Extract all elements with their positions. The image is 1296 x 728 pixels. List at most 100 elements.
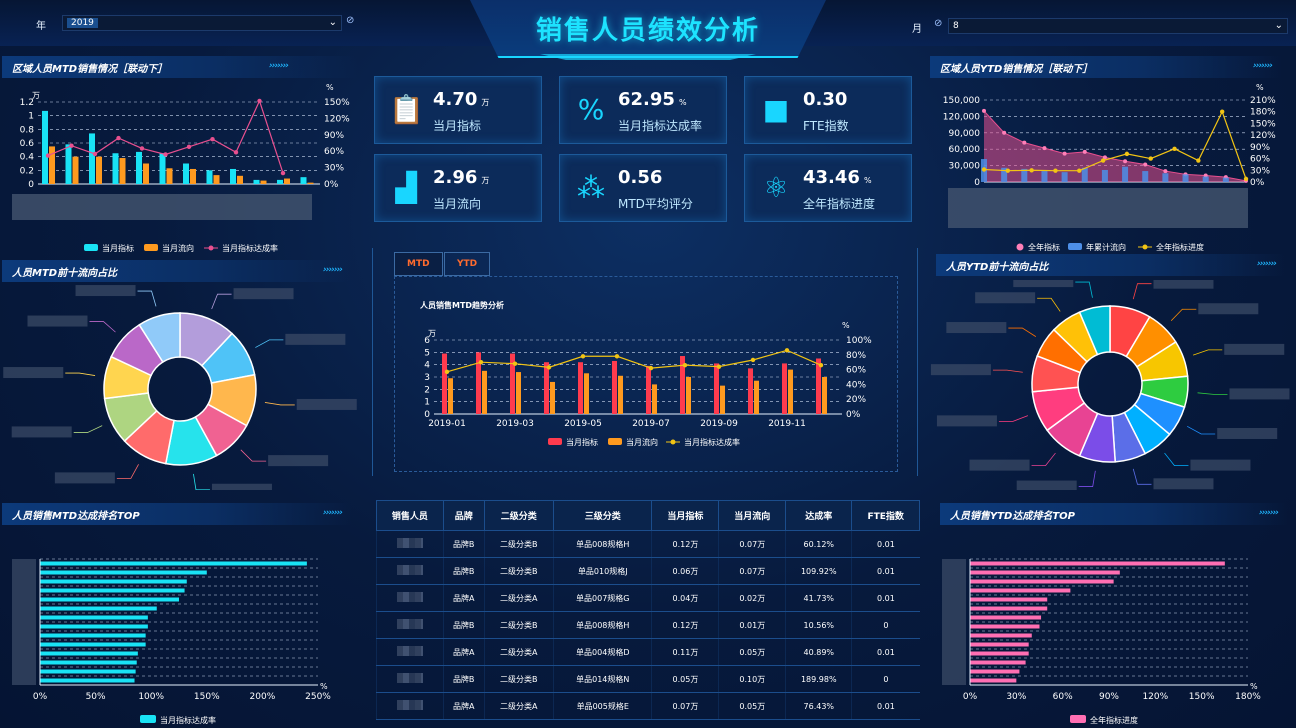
ytd-y2-tick-label: 0% <box>1250 178 1265 188</box>
clear-filter-icon[interactable]: ⊘ <box>346 15 355 26</box>
table-header-cell[interactable]: 当月流向 <box>718 500 787 531</box>
kpi-label: FTE指数 <box>803 119 849 133</box>
month-select[interactable]: 8 ⌄ <box>948 18 1288 34</box>
target-point <box>1203 173 1208 178</box>
mtd-y-tick-label: 0 <box>28 180 34 190</box>
table-row[interactable]: 品牌B 二级分类B 单品010规格J 0.06万 0.07万 109.92% 0.01 <box>376 557 920 585</box>
table-header-cell[interactable]: 达成率 <box>785 500 853 531</box>
tab-mtd[interactable]: MTD <box>394 252 443 276</box>
table-row[interactable]: 品牌B 二级分类B 单品008规格H 0.12万 0.07万 60.12% 0.01 <box>376 530 920 558</box>
table-body: 品牌B 二级分类B 单品008规格H 0.12万 0.07万 60.12% 0.01 品牌B 二… <box>376 530 920 720</box>
rate-point <box>163 152 168 157</box>
region-mtd-chart: 万% 1.2 1 0.8 0.6 0.4 0.2 0 150% 120% 90% 60% 30% 0% 当月… <box>12 83 350 253</box>
bar-target <box>206 170 213 184</box>
rate-point <box>233 150 239 155</box>
rate-point <box>546 365 552 370</box>
clear-filter-icon-month[interactable]: ⊘ <box>934 18 943 29</box>
mtd-donut-redacted-label <box>11 426 72 438</box>
x-tick-label: 2019-09 <box>700 419 738 429</box>
ytd-donut-leader-line <box>992 369 1023 373</box>
bar-target <box>42 110 48 184</box>
table-row[interactable]: 品牌A 二级分类A 单品005规格E 0.07万 0.05万 76.43% 0.01 <box>376 692 920 720</box>
bar-target <box>816 358 821 414</box>
kpi-card: ⁂ 0.56 MTD平均评分 <box>559 154 727 222</box>
bar-flow <box>720 385 725 414</box>
mtd-y2-tick-label: 0% <box>324 180 339 190</box>
person-mtd-rank-header: 人员销售MTD达成排名TOP ››››››› <box>2 503 352 525</box>
ytd-donut-redacted-label <box>1153 478 1214 490</box>
table-cell: 0.01 <box>851 638 920 666</box>
year-value: 2019 <box>67 18 98 28</box>
rank-bar <box>970 624 1040 629</box>
table-cell: 0.05万 <box>718 638 786 666</box>
table-cell: 品牌B <box>442 530 485 558</box>
x-tick-label: 250% <box>305 692 331 702</box>
person-mtd-rank-title: 人员销售MTD达成排名TOP <box>12 511 140 522</box>
kpi-value: 4.70 万 <box>433 89 489 110</box>
table-header-row: 销售人员 品牌 二级分类 三级分类 当月指标 当月流向 达成率 FTE指数 <box>376 500 920 531</box>
legend-label: 全年指标 <box>1028 242 1060 252</box>
bar-target <box>646 365 651 414</box>
table-header-cell[interactable]: 品牌 <box>442 500 485 531</box>
bar-flow <box>788 369 793 414</box>
rank-bar <box>970 660 1026 665</box>
table-row[interactable]: 品牌A 二级分类A 单品007规格G 0.04万 0.02万 41.73% 0.01 <box>376 584 920 612</box>
year-select[interactable]: 2019 ⌄ <box>62 15 342 31</box>
redacted-names <box>942 559 966 685</box>
target-point <box>1042 146 1047 151</box>
table-row[interactable]: 品牌A 二级分类A 单品004规格D 0.11万 0.05万 40.89% 0.01 <box>376 638 920 666</box>
ytd-y2-tick-label: 180% <box>1250 108 1276 118</box>
network-icon: ⁂ <box>577 171 605 204</box>
ytd-y2-tick-label: 30% <box>1250 166 1270 176</box>
table-cell: 二级分类B <box>483 530 554 558</box>
table-header-cell[interactable]: 销售人员 <box>376 500 444 531</box>
ytd-donut-redacted-label <box>936 415 997 427</box>
table-cell: 40.89% <box>785 638 852 666</box>
bar-cumulative-flow <box>1182 174 1189 182</box>
tab-ytd[interactable]: YTD <box>444 252 491 276</box>
table-header-cell[interactable]: 二级分类 <box>483 500 555 531</box>
ytd-donut-leader-line <box>1078 470 1096 487</box>
rate-point <box>784 348 790 353</box>
bar-flow <box>213 175 220 184</box>
table-header-cell[interactable]: FTE指数 <box>851 500 920 531</box>
progress-line <box>983 110 1247 180</box>
table-cell: 0.06万 <box>651 557 719 585</box>
arrows-decoration: ››››››› <box>269 61 289 71</box>
legend-marker <box>208 245 214 251</box>
chevron-down-icon: ⌄ <box>328 17 337 28</box>
person-ytd-rank-chart: 0% 30% 60% 90% 120% 150% 180%% 全年指标进度 <box>942 558 1261 725</box>
rank-bar <box>970 651 1029 656</box>
ytd-donut-redacted-label <box>969 459 1030 471</box>
table-row[interactable]: 品牌B 二级分类B 单品008规格H 0.12万 0.01万 10.56% 0 <box>376 611 920 639</box>
ytd-y-tick-label: 90,000 <box>949 129 981 139</box>
ytd-donut-slice <box>1078 305 1111 356</box>
redacted-name <box>396 592 423 602</box>
progress-point <box>1077 168 1082 173</box>
progress-point <box>1196 158 1201 163</box>
table-cell: 0 <box>851 611 920 639</box>
bar-flow <box>237 175 243 184</box>
redacted-name <box>396 619 423 629</box>
table-header-cell[interactable]: 当月指标 <box>651 500 720 531</box>
bar-target <box>136 151 142 184</box>
rank-bar <box>40 615 148 620</box>
progress-point <box>1100 158 1106 163</box>
rate-point <box>716 364 722 369</box>
table-cell: 单品004规格D <box>553 638 652 666</box>
table-cell <box>376 557 444 585</box>
ytd-donut-redacted-label <box>930 364 991 376</box>
table-cell: 单品005规格E <box>553 692 652 720</box>
rate-point <box>512 361 518 366</box>
target-point <box>1102 155 1107 160</box>
table-cell: 0.07万 <box>651 692 719 720</box>
table-header-cell[interactable]: 三级分类 <box>553 500 653 531</box>
rank-bar <box>40 633 146 638</box>
table-cell: 0.10万 <box>718 665 786 693</box>
mtd-y-tick-label: 0.8 <box>20 125 35 135</box>
target-point <box>1022 140 1027 145</box>
bar-target <box>230 168 236 184</box>
legend-marker <box>1142 244 1148 250</box>
target-area <box>984 110 1246 182</box>
table-row[interactable]: 品牌B 二级分类B 单品014规格N 0.05万 0.10万 189.98% 0 <box>376 665 920 693</box>
